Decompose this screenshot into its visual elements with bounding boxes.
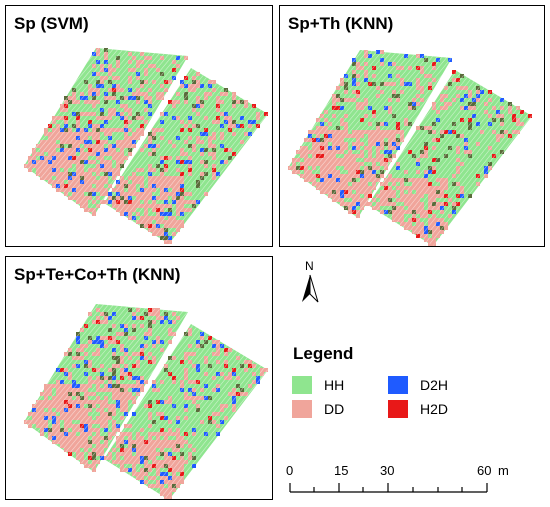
legend-title: Legend	[293, 344, 354, 363]
scale-tick-60: 60	[477, 463, 491, 478]
legend-swatch	[292, 376, 312, 394]
scale-tick-0: 0	[286, 463, 293, 478]
map-panel-sp-te-co-th-knn: Sp+Te+Co+Th (KNN)	[5, 256, 273, 500]
north-arrow-icon: N	[302, 259, 319, 303]
panel-title: Sp+Th (KNN)	[288, 14, 394, 33]
scale-tick-30: 30	[380, 463, 394, 478]
panel-title: Sp+Te+Co+Th (KNN)	[14, 265, 181, 284]
north-arrow: N	[296, 258, 326, 308]
legend-item-h2d: H2D	[388, 400, 448, 418]
legend-item-d2h: D2H	[388, 376, 448, 394]
legend-item-dd: DD	[292, 400, 344, 418]
map-panel-sp-svm: Sp (SVM)	[5, 5, 273, 247]
legend-label: HH	[324, 377, 345, 393]
legend-label: H2D	[420, 401, 449, 417]
legend-swatch	[388, 400, 408, 418]
legend-swatch	[292, 400, 312, 418]
scale-unit: m	[498, 463, 509, 478]
legend-item-hh: HH	[292, 376, 344, 394]
legend-label: D2H	[420, 377, 449, 393]
scale-bar-graphic: 0 15 30 60 m	[286, 463, 509, 493]
map-panel-sp-th-knn: Sp+Th (KNN)	[279, 5, 545, 247]
legend-label: DD	[324, 401, 345, 417]
scale-tick-15: 15	[334, 463, 348, 478]
legend-swatch	[388, 376, 408, 394]
scale-bar: 0 15 30 60 m	[280, 462, 520, 502]
north-label: N	[305, 259, 314, 273]
panel-title: Sp (SVM)	[14, 14, 89, 33]
classification-map	[288, 50, 532, 246]
classification-map	[24, 304, 268, 499]
classification-map	[24, 48, 268, 244]
